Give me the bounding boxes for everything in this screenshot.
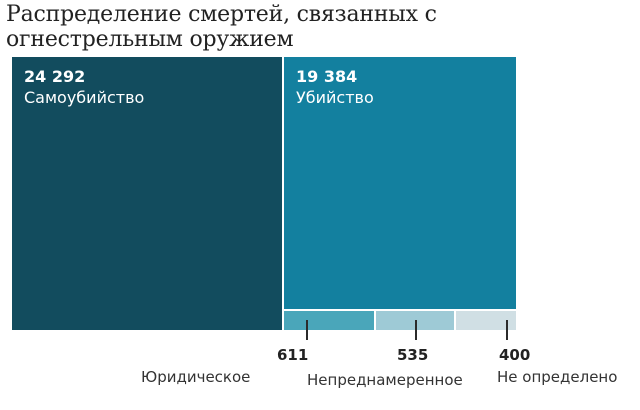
legal-tick <box>306 320 308 340</box>
unintentional-value: 535 <box>397 346 429 364</box>
undetermined-label: Не определено <box>497 368 618 386</box>
legal-value: 611 <box>277 346 309 364</box>
undetermined-value: 400 <box>499 346 531 364</box>
homicide-value: 19 384 <box>296 67 358 86</box>
legal-label: Юридическое <box>141 368 251 386</box>
unintentional-label: Непреднамеренное <box>307 371 463 389</box>
suicide-label: Самоубийство <box>24 88 145 107</box>
segment-legal <box>284 311 374 330</box>
segment-suicide: 24 292 Самоубийство <box>12 57 282 330</box>
segment-homicide: 19 384 Убийство <box>284 57 516 309</box>
suicide-value: 24 292 <box>24 67 86 86</box>
unintentional-tick <box>415 320 417 340</box>
undetermined-tick <box>506 320 508 340</box>
homicide-label: Убийство <box>296 88 374 107</box>
chart-title: Распределение смертей, связанных с огнес… <box>6 2 437 52</box>
segment-undetermined <box>456 311 516 330</box>
